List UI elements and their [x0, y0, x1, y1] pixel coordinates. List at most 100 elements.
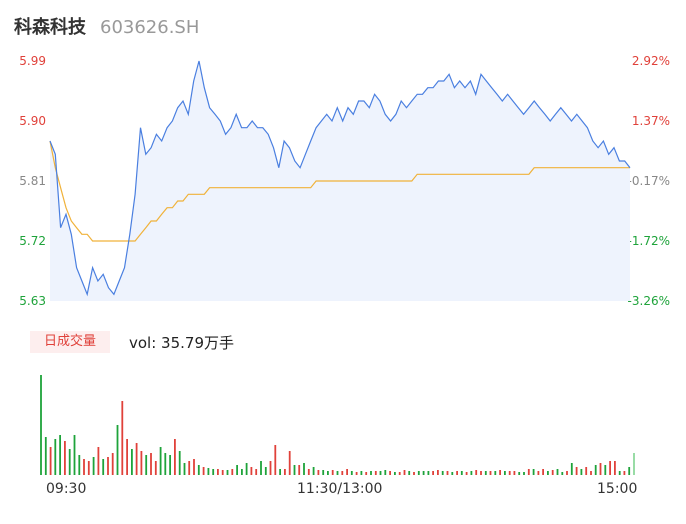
- volume-bar: [346, 469, 348, 475]
- change-tick-label: -0.17%: [627, 174, 670, 188]
- volume-bar: [609, 461, 611, 475]
- volume-bar: [403, 470, 406, 475]
- volume-bar: [241, 469, 243, 475]
- volume-bar: [221, 470, 224, 475]
- volume-bar: [389, 471, 391, 475]
- price-tick-label: 5.81: [19, 174, 46, 188]
- volume-bar: [193, 459, 195, 475]
- volume-bar: [623, 471, 626, 475]
- volume-bar: [580, 469, 583, 475]
- volume-bar: [44, 437, 47, 475]
- volume-bar: [217, 469, 219, 475]
- volume-bar: [317, 470, 320, 475]
- volume-bar: [594, 465, 597, 475]
- volume-bar: [599, 463, 602, 475]
- volume-bar: [102, 459, 105, 475]
- volume-bar: [475, 470, 478, 475]
- volume-bar: [131, 449, 133, 475]
- stock-code: 603626.SH: [100, 17, 200, 38]
- volume-bar: [604, 465, 607, 475]
- volume-bar: [111, 453, 114, 475]
- average-price-line: [49, 140, 630, 242]
- volume-bar: [508, 471, 511, 475]
- volume-bar: [360, 471, 363, 475]
- volume-bar: [264, 467, 267, 475]
- volume-bar: [54, 439, 57, 475]
- volume-bar: [504, 471, 506, 475]
- volume-bar: [417, 471, 420, 475]
- volume-bar: [331, 470, 334, 475]
- volume-bar: [551, 470, 554, 475]
- volume-total: vol: 35.79万手: [129, 334, 234, 352]
- volume-bar: [527, 469, 530, 475]
- volume-bar: [422, 471, 425, 475]
- volume-bar: [307, 469, 310, 475]
- volume-bar: [250, 467, 253, 475]
- volume-bar: [451, 472, 454, 475]
- volume-bar: [322, 470, 325, 475]
- volume-bar: [398, 472, 401, 475]
- volume-bar: [212, 469, 215, 475]
- volume-bar: [236, 465, 238, 475]
- volume-bar: [135, 443, 138, 475]
- volume-bar: [255, 469, 258, 475]
- volume-bar: [92, 457, 95, 475]
- volume-bar: [107, 457, 109, 475]
- volume-bar: [298, 465, 301, 475]
- volume-bar: [460, 471, 463, 475]
- volume-bar: [484, 471, 487, 475]
- volume-badge: 日成交量: [30, 331, 110, 353]
- volume-bar: [489, 471, 492, 475]
- volume-bar: [465, 472, 468, 475]
- price-tick-label: 5.90: [19, 114, 46, 128]
- volume-bar: [523, 472, 525, 475]
- volume-bar: [40, 375, 42, 475]
- volume-bar: [174, 439, 176, 475]
- change-tick-label: 1.37%: [631, 114, 670, 128]
- volume-bar: [207, 468, 210, 475]
- volume-bar: [284, 469, 286, 475]
- volume-bars: [40, 375, 635, 475]
- volume-bar: [370, 471, 372, 475]
- volume-bar: [413, 472, 415, 475]
- volume-bar: [561, 472, 564, 475]
- change-tick-label: -1.72%: [627, 234, 670, 248]
- volume-bar: [365, 472, 368, 475]
- volume-bar: [140, 451, 143, 475]
- volume-bar: [432, 471, 434, 475]
- change-tick-label: 2.92%: [631, 54, 670, 68]
- volume-bar: [614, 461, 616, 475]
- volume-bar: [379, 471, 382, 475]
- volume-bar: [374, 471, 377, 475]
- volume-bar: [336, 471, 339, 475]
- volume-bar: [384, 470, 387, 475]
- price-tick-label: 5.72: [19, 234, 46, 248]
- volume-bar: [154, 461, 157, 475]
- price-line: [49, 60, 631, 297]
- volume-bar: [202, 467, 205, 475]
- volume-bar: [446, 471, 449, 475]
- volume-bar: [499, 470, 501, 475]
- volume-bar: [303, 463, 305, 475]
- volume-bar: [327, 471, 329, 475]
- volume-bar: [570, 463, 573, 475]
- volume-bar: [183, 463, 186, 475]
- volume-bar: [169, 455, 171, 475]
- volume-bar: [83, 459, 85, 475]
- volume-bar: [260, 461, 262, 475]
- price-tick-label: 5.63: [19, 294, 46, 308]
- volume-bar: [618, 471, 621, 475]
- stock-name: 科森科技: [14, 17, 86, 38]
- volume-bar: [480, 471, 482, 475]
- volume-bar: [269, 461, 272, 475]
- volume-bar: [537, 471, 540, 475]
- volume-bar: [150, 453, 152, 475]
- volume-bar: [293, 465, 296, 475]
- price-tick-label: 5.99: [19, 54, 46, 68]
- change-tick-label: -3.26%: [627, 294, 670, 308]
- stock-title: 科森科技 603626.SH: [14, 13, 199, 39]
- volume-bar: [456, 471, 458, 475]
- volume-bar: [49, 447, 52, 475]
- volume-bar: [350, 471, 353, 475]
- volume-bar: [288, 451, 291, 475]
